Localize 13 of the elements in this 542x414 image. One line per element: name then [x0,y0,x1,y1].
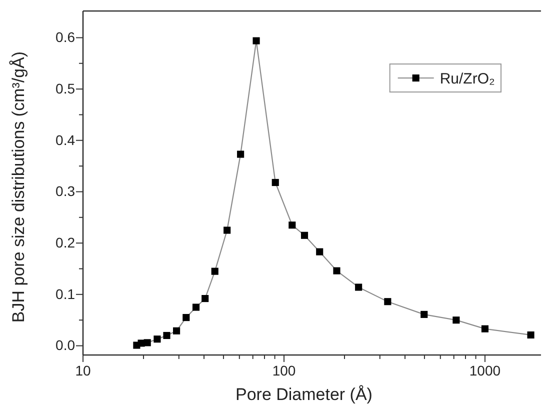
y-tick-label: 0.6 [56,29,76,46]
x-tick-label: 10 [75,362,91,379]
y-tick-label: 0.0 [56,337,76,354]
y-tick-label: 0.5 [56,80,76,97]
y-tick-label: 0.3 [56,183,76,200]
legend-label: Ru/ZrO₂ [440,70,495,88]
x-tick-label: 1000 [469,362,501,379]
x-axis-title: Pore Diameter (Å) [235,385,372,404]
y-tick-label: 0.4 [56,132,76,148]
x-tick-label: 100 [272,362,296,379]
y-tick-label: 0.1 [56,286,76,302]
y-tick-label: 0.2 [56,234,76,251]
y-axis-title: BJH pore size distributions (cm³/gÅ) [9,51,28,323]
